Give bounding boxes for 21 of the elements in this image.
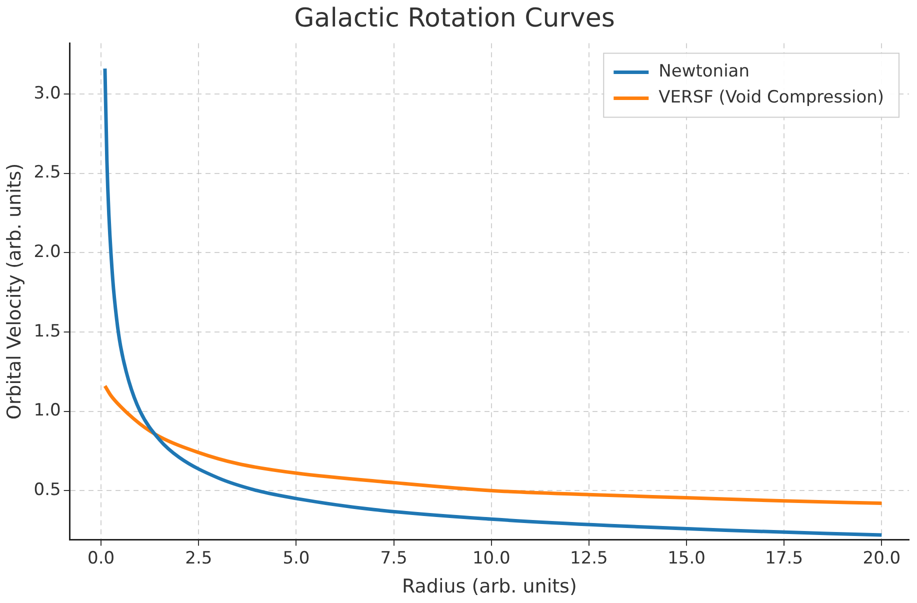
y-tick-label: 0.5	[34, 480, 61, 500]
y-tick-label: 2.0	[34, 242, 61, 262]
x-axis-title: Radius (arb. units)	[402, 576, 577, 598]
y-tick-label: 3.0	[34, 83, 61, 104]
y-tick-label: 1.5	[34, 321, 61, 342]
y-tick-label: 2.5	[34, 162, 61, 183]
x-tick-label: 7.5	[380, 548, 408, 568]
line-series	[103, 384, 884, 506]
x-tick-label: 17.5	[765, 548, 804, 568]
x-tick-label: 5.0	[282, 548, 310, 568]
chart-title: Galactic Rotation Curves	[294, 3, 615, 34]
x-tick-label: 2.5	[185, 548, 212, 568]
x-tick-label: 0.0	[88, 548, 115, 568]
y-tick-label: 1.0	[34, 400, 61, 421]
x-tick-label: 10.0	[472, 548, 510, 568]
legend-label: Newtonian	[658, 62, 750, 82]
x-tick-label: 20.0	[862, 548, 901, 568]
legend-label: VERSF (Void Compression)	[658, 88, 884, 108]
y-axis-title: Orbital Velocity (arb. units)	[3, 163, 26, 420]
x-tick-label: 15.0	[668, 548, 706, 568]
x-tick-label: 12.5	[570, 548, 608, 568]
